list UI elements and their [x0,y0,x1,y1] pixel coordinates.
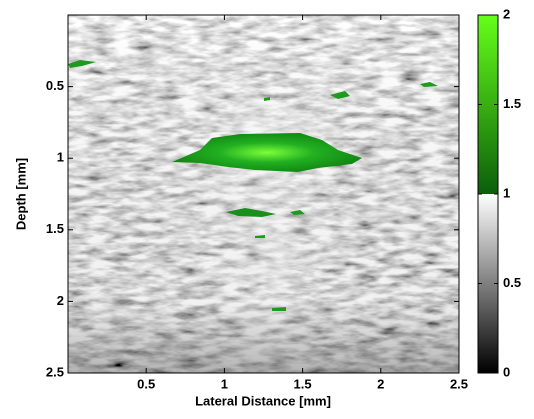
y-tick-label: 2.5 [46,364,64,379]
y-tick-label: 1 [57,150,64,165]
colorbar-tick-label: 2 [503,6,510,21]
colorbar-tick-label: 1.5 [503,96,521,111]
x-tick-label: 2.5 [450,376,468,391]
x-axis-label: Lateral Distance [mm] [195,393,331,408]
y-tick-label: 0.5 [46,78,64,93]
colorbar-segment [478,15,498,194]
y-tick-label: 2 [57,293,64,308]
x-tick-label: 1.5 [294,376,312,391]
colorbar-tick-label: 0 [503,364,510,379]
x-tick-label: 0.5 [137,376,155,391]
ultrasound-image [68,15,459,373]
colorbar-tick-label: 0.5 [503,275,521,290]
colorbar-tick-label: 1 [503,185,510,200]
y-axis-label: Depth [mm] [13,158,28,230]
x-tick-label: 2 [377,376,384,391]
x-tick-label: 1 [221,376,228,391]
y-tick-label: 1.5 [46,221,64,236]
colorbar-segment [478,194,498,373]
plot-frame [67,14,460,374]
